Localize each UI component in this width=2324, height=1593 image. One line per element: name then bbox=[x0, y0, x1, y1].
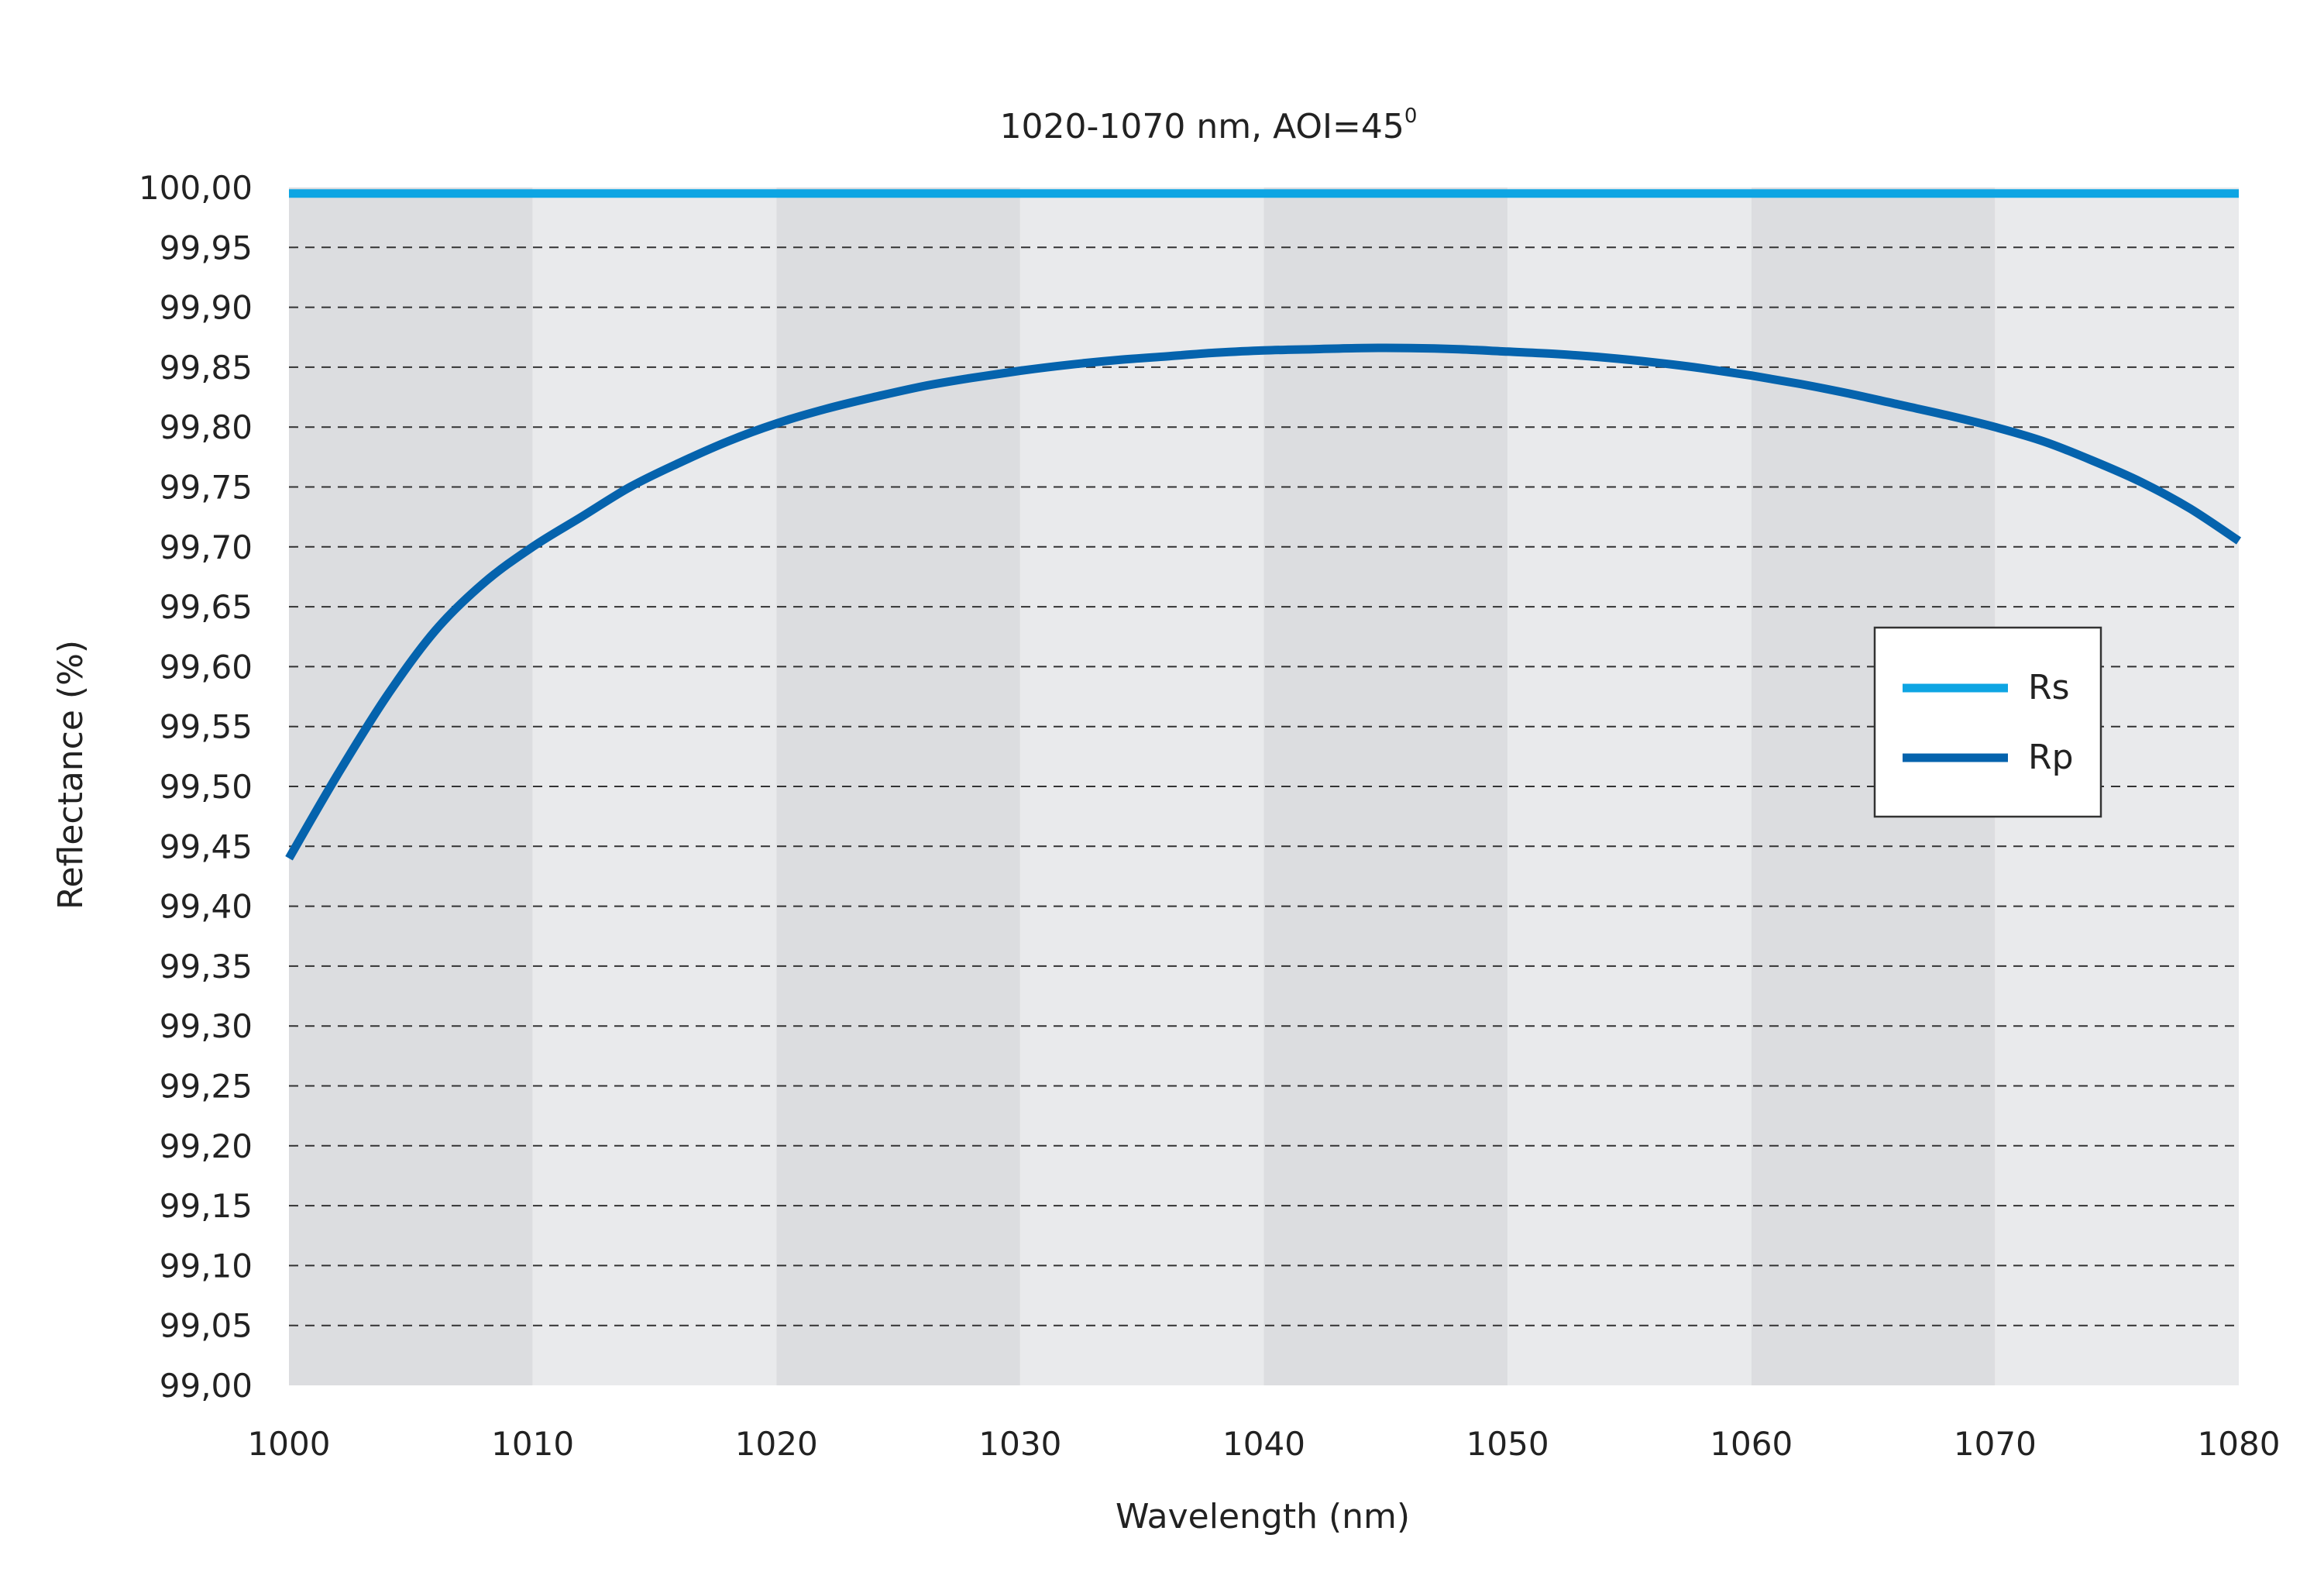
y-tick-label: 99,40 bbox=[160, 888, 253, 926]
series-line-rp bbox=[285, 343, 2242, 861]
y-tick-label: 99,60 bbox=[160, 648, 253, 686]
y-axis-title: Reflectance (%) bbox=[51, 640, 91, 910]
y-tick-label: 99,75 bbox=[160, 469, 253, 507]
y-tick-label: 99,35 bbox=[160, 948, 253, 986]
y-tick-label: 99,50 bbox=[160, 768, 253, 806]
x-tick-label: 1070 bbox=[1954, 1425, 2037, 1463]
y-tick-label: 99,25 bbox=[160, 1068, 253, 1106]
y-tick-label: 99,85 bbox=[160, 349, 253, 387]
y-tick-label: 99,55 bbox=[160, 708, 253, 746]
chart-title-text: 1020-1070 nm, AOI=45 bbox=[1000, 107, 1404, 146]
y-tick-label: 99,30 bbox=[160, 1007, 253, 1045]
x-tick-label: 1030 bbox=[978, 1425, 1061, 1463]
x-tick-labels: 1000 1010 1020 1030 1040 1050 1060 1070 1080 bbox=[248, 1425, 2281, 1463]
y-tick-label: 99,70 bbox=[160, 528, 253, 566]
y-tick-label: 99,45 bbox=[160, 827, 253, 865]
y-tick-label: 99,90 bbox=[160, 289, 253, 327]
y-tick-labels: 99,00 99,05 99,10 99,15 99,20 99,25 99,30 99,35… bbox=[139, 169, 253, 1405]
y-tick-label: 100,00 bbox=[139, 169, 253, 207]
series-layer bbox=[285, 189, 2242, 861]
y-tick-label: 99,80 bbox=[160, 408, 253, 446]
legend-label-rp: Rp bbox=[2028, 738, 2074, 777]
x-tick-label: 1060 bbox=[1710, 1425, 1793, 1463]
chart-title: 1020-1070 nm, AOI=450 bbox=[1000, 105, 1418, 146]
y-tick-label: 99,10 bbox=[160, 1247, 253, 1285]
x-tick-label: 1040 bbox=[1222, 1425, 1305, 1463]
x-tick-label: 1010 bbox=[491, 1425, 574, 1463]
x-tick-label: 1080 bbox=[2198, 1425, 2281, 1463]
y-tick-label: 99,05 bbox=[160, 1307, 253, 1345]
y-tick-label: 99,95 bbox=[160, 229, 253, 267]
legend-box bbox=[1873, 626, 2102, 818]
y-tick-label: 99,65 bbox=[160, 588, 253, 626]
x-tick-label: 1020 bbox=[735, 1425, 818, 1463]
legend-label-rs: Rs bbox=[2028, 668, 2070, 707]
y-tick-label: 99,00 bbox=[160, 1367, 253, 1405]
x-tick-label: 1050 bbox=[1466, 1425, 1549, 1463]
legend: Rs Rp bbox=[1873, 626, 2102, 818]
y-tick-label: 99,15 bbox=[160, 1187, 253, 1225]
chart-title-superscript: 0 bbox=[1404, 105, 1418, 128]
x-tick-label: 1000 bbox=[248, 1425, 331, 1463]
y-tick-label: 99,20 bbox=[160, 1127, 253, 1165]
x-axis-title: Wavelength (nm) bbox=[1116, 1497, 1410, 1536]
